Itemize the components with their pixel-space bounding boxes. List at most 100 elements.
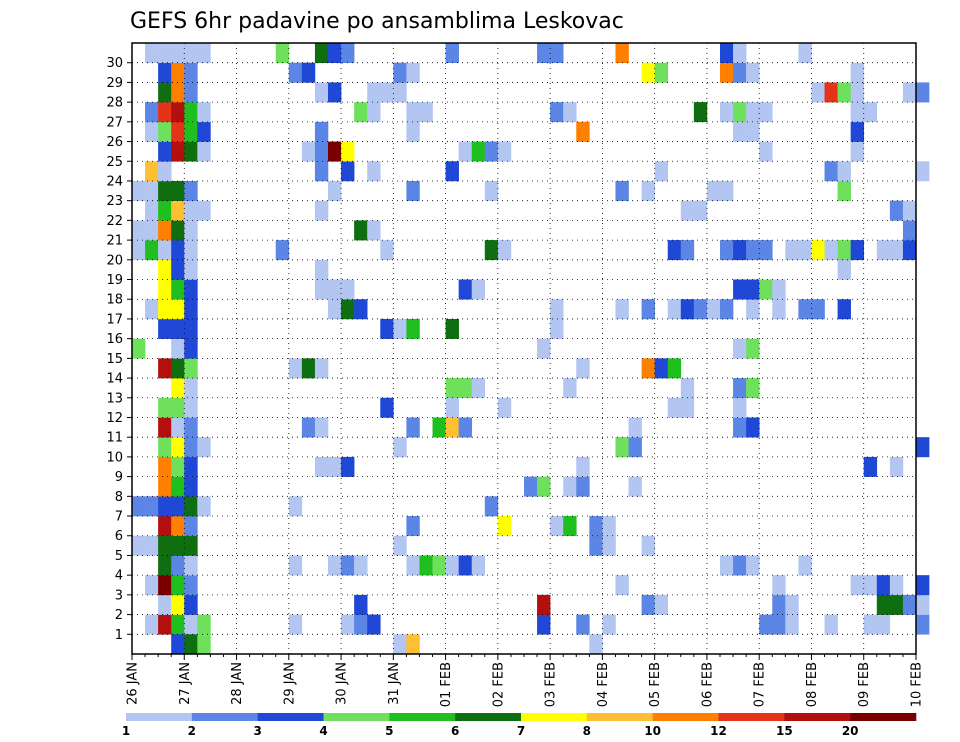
heatmap-cell	[341, 614, 355, 635]
heatmap-cell	[746, 121, 760, 142]
heatmap-cell	[145, 43, 159, 64]
legend-label: 6	[451, 724, 459, 738]
legend-label: 5	[385, 724, 393, 738]
legend-swatch	[126, 713, 193, 721]
heatmap-cell	[615, 43, 629, 64]
heatmap-cell	[876, 594, 891, 615]
heatmap-cell	[314, 121, 329, 142]
legend-swatch	[323, 713, 390, 721]
heatmap-cell	[171, 594, 185, 615]
heatmap-cell	[419, 555, 433, 576]
heatmap-cell	[458, 417, 473, 438]
heatmap-cell	[171, 634, 185, 655]
heatmap-cell	[145, 220, 159, 241]
heatmap-cell	[916, 614, 930, 635]
heatmap-cell	[288, 62, 303, 83]
heatmap-cell	[184, 82, 198, 103]
heatmap-cell	[811, 299, 825, 320]
heatmap-cell	[837, 259, 851, 280]
heatmap-cell	[889, 594, 904, 615]
x-tick-label: 05 FEB	[648, 662, 663, 707]
x-tick-label: 10 FEB	[910, 662, 925, 707]
heatmap-cell	[720, 555, 734, 576]
heatmap-cell	[406, 555, 420, 576]
heatmap-cell	[824, 82, 838, 103]
heatmap-cell	[184, 417, 198, 438]
heatmap-cell	[471, 555, 486, 576]
y-tick-label: 2	[115, 608, 123, 623]
y-tick-label: 29	[106, 76, 123, 91]
heatmap-cell	[145, 161, 159, 182]
legend-label: 4	[319, 724, 327, 738]
heatmap-cell	[432, 555, 446, 576]
heatmap-cell	[380, 82, 394, 103]
heatmap-cell	[197, 634, 211, 655]
heatmap-cell	[445, 43, 459, 64]
heatmap-cell	[445, 161, 459, 182]
heatmap-cell	[602, 516, 616, 537]
heatmap-cell	[550, 102, 564, 123]
heatmap-cell	[680, 200, 695, 221]
heatmap-cell	[484, 496, 499, 517]
heatmap-cell	[759, 141, 773, 162]
heatmap-cell	[354, 220, 368, 241]
heatmap-cell	[158, 102, 172, 123]
heatmap-cell	[785, 240, 799, 261]
heatmap-cell	[197, 43, 211, 64]
heatmap-cell	[876, 240, 891, 261]
heatmap-cell	[158, 121, 172, 142]
heatmap-cell	[145, 180, 159, 201]
heatmap-cell	[145, 121, 159, 142]
heatmap-cell	[798, 43, 812, 64]
heatmap-cell	[733, 378, 747, 399]
heatmap-cell	[171, 279, 185, 300]
y-tick-label: 10	[106, 450, 123, 465]
x-tick-label: 26 JAN	[126, 662, 141, 705]
heatmap-cell	[158, 535, 172, 556]
x-tick-label: 07 FEB	[753, 662, 768, 707]
heatmap-cell	[328, 141, 342, 162]
heatmap-cell	[171, 240, 185, 261]
heatmap-cell	[341, 456, 355, 477]
heatmap-cell	[184, 575, 198, 596]
heatmap-cell	[720, 102, 734, 123]
heatmap-cell	[497, 516, 512, 537]
heatmap-cell	[615, 575, 629, 596]
y-tick-label: 16	[106, 332, 123, 347]
heatmap-cell	[563, 476, 577, 497]
heatmap-cell	[132, 338, 146, 359]
heatmap-cell	[171, 259, 185, 280]
legend-swatch	[389, 713, 456, 721]
heatmap-cell	[458, 141, 473, 162]
heatmap-cell	[641, 594, 655, 615]
heatmap-cell	[824, 161, 838, 182]
heatmap-cell	[406, 102, 420, 123]
heatmap-cell	[641, 180, 655, 201]
heatmap-cell	[158, 161, 172, 182]
legend-swatch	[652, 713, 719, 721]
legend-swatch	[718, 713, 785, 721]
heatmap-cell	[171, 82, 185, 103]
y-tick-label: 6	[115, 529, 123, 544]
heatmap-cell	[615, 437, 629, 458]
y-tick-label: 11	[106, 431, 123, 446]
heatmap-cell	[354, 555, 368, 576]
heatmap-cell	[720, 62, 734, 83]
heatmap-cell	[341, 299, 355, 320]
heatmap-cell	[367, 161, 381, 182]
heatmap-cell	[406, 417, 420, 438]
heatmap-cell	[537, 43, 551, 64]
heatmap-cell	[184, 43, 198, 64]
heatmap-cell	[145, 535, 159, 556]
heatmap-cell	[132, 496, 146, 517]
heatmap-cell	[393, 82, 407, 103]
heatmap-cell	[288, 358, 303, 379]
heatmap-cell	[824, 614, 838, 635]
heatmap-cell	[314, 82, 329, 103]
heatmap-cell	[171, 141, 185, 162]
heatmap-cell	[171, 338, 185, 359]
heatmap-cell	[667, 240, 682, 261]
heatmap-cell	[706, 180, 721, 201]
heatmap-cell	[680, 240, 695, 261]
heatmap-cell	[746, 279, 760, 300]
